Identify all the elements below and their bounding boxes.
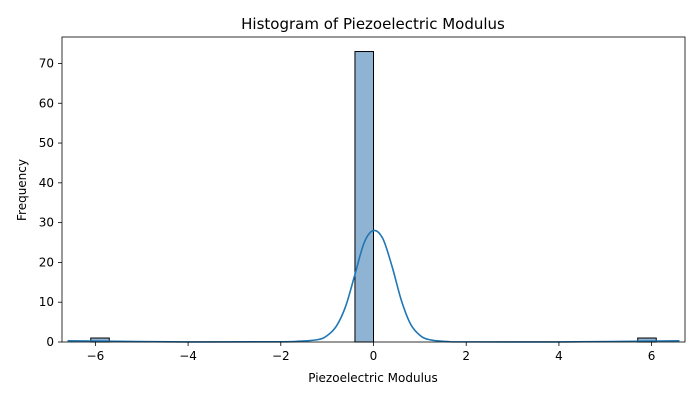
y-tick-label: 30 <box>39 216 54 230</box>
chart-title: Histogram of Piezoelectric Modulus <box>241 15 505 33</box>
x-tick-label: 2 <box>462 349 470 363</box>
y-tick-label: 20 <box>39 255 54 269</box>
x-axis-ticks: −6 −4 −2 0 2 4 6 <box>87 342 656 363</box>
x-axis-label: Piezoelectric Modulus <box>308 371 438 385</box>
y-tick-label: 60 <box>39 96 54 110</box>
x-tick-label: −2 <box>272 349 290 363</box>
x-tick-label: 6 <box>648 349 656 363</box>
y-tick-label: 10 <box>39 295 54 309</box>
y-tick-label: 40 <box>39 176 54 190</box>
x-tick-label: −4 <box>179 349 197 363</box>
x-tick-label: 0 <box>370 349 378 363</box>
y-axis-label: Frequency <box>15 159 29 221</box>
y-tick-label: 0 <box>46 335 54 349</box>
histogram-bars <box>90 51 657 343</box>
y-tick-label: 50 <box>39 136 54 150</box>
histogram-bar <box>354 51 375 343</box>
y-tick-label: 70 <box>39 56 54 70</box>
y-axis-ticks: 0 10 20 30 40 50 60 70 <box>39 56 62 349</box>
x-tick-label: 4 <box>555 349 563 363</box>
x-tick-label: −6 <box>87 349 105 363</box>
